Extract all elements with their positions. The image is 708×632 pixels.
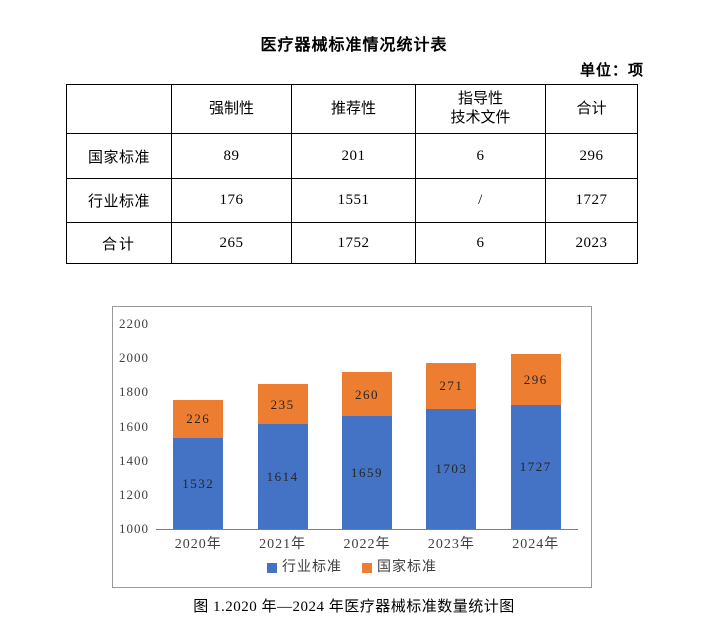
y-axis-tick-label: 1600 xyxy=(119,418,149,434)
value-cell: 6 xyxy=(415,133,546,179)
x-axis-category-label: 2021年 xyxy=(259,537,307,552)
value-cell: 296 xyxy=(545,133,638,179)
legend-label: 行业标准 xyxy=(282,560,342,575)
bar-segment-national-standard: 226 xyxy=(173,399,224,439)
figure-caption: 图 1.2020 年—2024 年医疗器械标准数量统计图 xyxy=(193,599,515,615)
bar-segment-national-standard: 260 xyxy=(342,372,392,417)
standards-stats-table: 强制性 推荐性 指导性 技术文件 合计 国家标准 89 201 6 296 行业… xyxy=(66,84,638,264)
bar-segment-industry-standard: 1659 xyxy=(342,416,392,529)
y-axis-tick-label: 2000 xyxy=(119,350,149,366)
y-axis-tick-label: 1400 xyxy=(119,452,149,468)
bar-value-label: 235 xyxy=(270,396,295,412)
bar-segment-national-standard: 296 xyxy=(510,354,561,405)
value-cell: / xyxy=(415,178,546,223)
row-label-total: 合计 xyxy=(66,222,172,264)
page-title: 医疗器械标准情况统计表 xyxy=(260,37,448,54)
x-axis-category-label: 2022年 xyxy=(343,537,391,552)
bar-segment-national-standard: 271 xyxy=(426,362,477,409)
value-cell: 176 xyxy=(171,178,292,223)
x-axis-category-label: 2023年 xyxy=(427,537,475,552)
table-row: 国家标准 89 201 6 296 xyxy=(66,133,638,179)
row-label-national-standard: 国家标准 xyxy=(66,133,172,179)
table-header-row: 强制性 推荐性 指导性 技术文件 合计 xyxy=(66,84,638,134)
header-cell-mandatory: 强制性 xyxy=(171,84,292,134)
legend-item-national-standard: 国家标准 xyxy=(362,561,437,575)
value-cell: 1752 xyxy=(291,222,416,264)
x-axis-line xyxy=(156,529,578,530)
table-row: 行业标准 176 1551 / 1727 xyxy=(66,178,638,223)
bar-value-label: 296 xyxy=(523,372,548,388)
bar-segment-industry-standard: 1703 xyxy=(426,408,477,529)
header-cell-total: 合计 xyxy=(545,84,638,134)
value-cell: 201 xyxy=(291,133,416,179)
bar-segment-industry-standard: 1727 xyxy=(510,404,561,529)
y-axis-tick-label: 1800 xyxy=(119,384,149,400)
bar-value-label: 1703 xyxy=(435,461,468,477)
bar-value-label: 1532 xyxy=(182,476,215,492)
stacked-bar-chart-panel: 1000 1200 1400 1600 1800 2000 2200 1532 226 2020年… xyxy=(112,306,592,588)
unit-label: 单位：项 xyxy=(579,63,644,79)
x-axis-category-label: 2024年 xyxy=(512,537,560,552)
bar-value-label: 1659 xyxy=(351,465,383,481)
y-axis-tick-label: 1200 xyxy=(119,486,149,502)
value-cell: 6 xyxy=(415,222,546,264)
x-axis-category-label: 2020年 xyxy=(174,537,222,552)
bar-value-label: 226 xyxy=(186,411,211,427)
legend-swatch-icon xyxy=(362,563,372,573)
table-row: 合计 265 1752 6 2023 xyxy=(66,222,638,264)
value-cell: 1727 xyxy=(545,178,638,223)
legend-swatch-icon xyxy=(267,563,277,573)
value-cell: 89 xyxy=(171,133,292,179)
legend-item-industry-standard: 行业标准 xyxy=(267,561,342,575)
legend-label: 国家标准 xyxy=(377,560,437,575)
value-cell: 2023 xyxy=(545,222,638,264)
bar-segment-national-standard: 235 xyxy=(257,383,308,425)
header-cell-recommended: 推荐性 xyxy=(291,84,416,134)
y-axis-tick-label: 2200 xyxy=(119,316,149,331)
y-axis-tick-label: 1000 xyxy=(119,521,149,536)
header-cell-blank xyxy=(66,84,172,134)
bar-value-label: 271 xyxy=(439,378,464,394)
header-cell-guiding-tech-doc: 指导性 技术文件 xyxy=(415,84,546,134)
value-cell: 1551 xyxy=(291,178,416,223)
bar-value-label: 260 xyxy=(355,386,379,402)
chart-legend: 行业标准 国家标准 xyxy=(113,561,591,575)
bar-segment-industry-standard: 1532 xyxy=(173,438,224,529)
row-label-industry-standard: 行业标准 xyxy=(66,178,172,223)
value-cell: 265 xyxy=(171,222,292,264)
bar-segment-industry-standard: 1614 xyxy=(257,424,308,529)
chart-plot-area: 1000 1200 1400 1600 1800 2000 2200 1532 226 2020年… xyxy=(113,307,591,587)
bar-value-label: 1614 xyxy=(266,469,299,485)
bar-value-label: 1727 xyxy=(519,459,552,475)
